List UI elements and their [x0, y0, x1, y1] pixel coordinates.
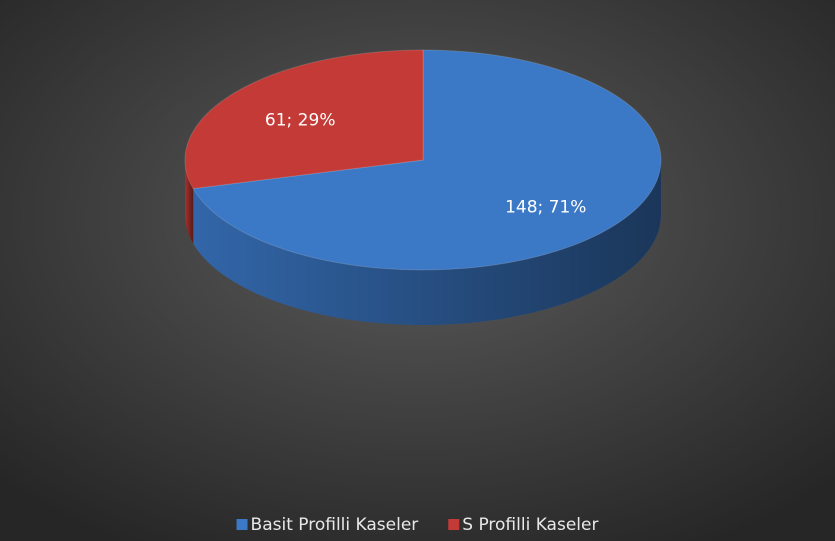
pie-slice — [184, 49, 424, 190]
legend: Basit Profilli Kaseler S Profilli Kaseler — [236, 515, 598, 535]
data-label: 148; 71% — [505, 197, 586, 217]
legend-label: S Profilli Kaseler — [462, 515, 598, 535]
legend-item: Basit Profilli Kaseler — [236, 515, 419, 535]
pie-side-shade — [193, 160, 662, 326]
legend-swatch — [236, 519, 248, 530]
pie-side-shade — [185, 160, 194, 244]
legend-swatch — [448, 519, 460, 530]
data-label: 61; 29% — [265, 111, 336, 131]
legend-label: Basit Profilli Kaseler — [251, 515, 419, 535]
pie-slice — [192, 49, 662, 271]
legend-item: S Profilli Kaseler — [448, 515, 598, 535]
pie: 148; 71% 61; 29% — [184, 49, 662, 326]
